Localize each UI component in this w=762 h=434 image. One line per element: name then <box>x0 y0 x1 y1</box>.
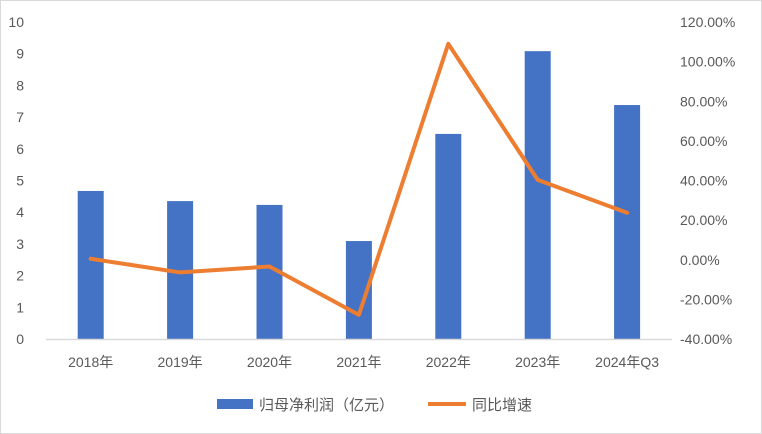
x-tick-label: 2022年 <box>426 354 471 370</box>
left-tick-label: 10 <box>8 14 24 30</box>
left-tick-label: 2 <box>16 268 24 284</box>
x-tick-label: 2023年 <box>515 354 560 370</box>
right-tick-label: 40.00% <box>680 173 727 189</box>
x-tick-label: 2018年 <box>68 354 113 370</box>
x-tick-label: 2020年 <box>247 354 292 370</box>
bar <box>435 133 462 339</box>
left-tick-label: 5 <box>16 173 24 189</box>
left-tick-label: 9 <box>16 46 24 62</box>
x-tick-label: 2019年 <box>158 354 203 370</box>
legend-bar-label: 归母净利润（亿元） <box>259 397 394 414</box>
left-tick-label: 3 <box>16 236 24 252</box>
right-tick-label: 0.00% <box>680 252 720 268</box>
x-tick-label: 2021年 <box>336 354 381 370</box>
legend-line-label: 同比增速 <box>472 397 532 414</box>
legend-bar-swatch <box>217 399 253 409</box>
right-tick-label: 80.00% <box>680 93 727 109</box>
x-tick-label: 2024年Q3 <box>595 354 659 370</box>
left-tick-label: 6 <box>16 141 24 157</box>
left-tick-label: 0 <box>16 331 24 347</box>
bar <box>524 51 551 339</box>
right-tick-label: 20.00% <box>680 212 727 228</box>
bar <box>614 105 641 339</box>
right-tick-label: 100.00% <box>680 54 735 70</box>
left-tick-label: 7 <box>16 109 24 125</box>
right-tick-label: 120.00% <box>680 14 735 30</box>
right-tick-label: -20.00% <box>680 291 732 307</box>
left-tick-label: 1 <box>16 299 24 315</box>
bar <box>77 190 104 339</box>
left-tick-label: 4 <box>16 204 24 220</box>
right-tick-label: -40.00% <box>680 331 732 347</box>
right-tick-label: 60.00% <box>680 133 727 149</box>
left-tick-label: 8 <box>16 77 24 93</box>
